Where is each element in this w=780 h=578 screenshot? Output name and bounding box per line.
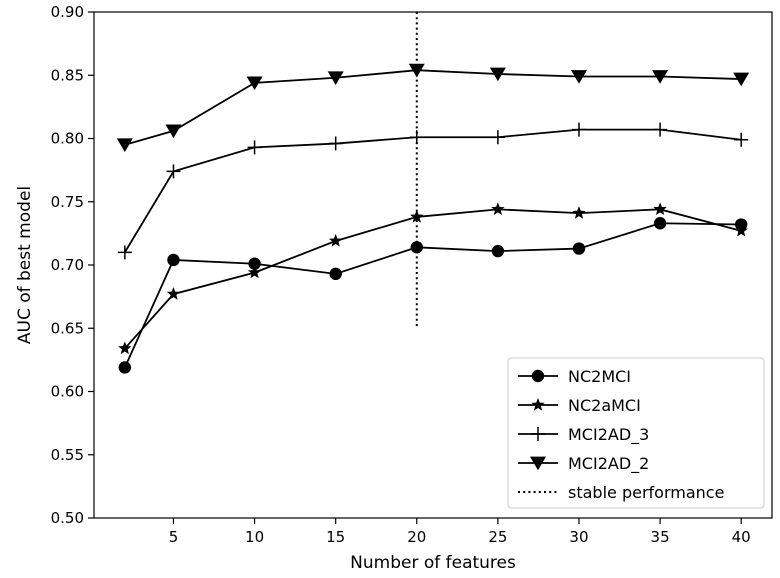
legend-marker [530,456,546,471]
data-point [247,265,262,279]
data-point [734,223,748,237]
series-line [124,128,742,253]
data-point [329,267,342,281]
y-tick-label: 0.60 [51,383,84,401]
data-point [328,136,343,151]
legend-label: MCI2AD_2 [568,454,649,474]
data-point [409,130,424,145]
series-line [124,208,742,350]
data-point [246,76,263,91]
legend-label: MCI2AD_3 [568,425,649,445]
data-point [571,122,586,137]
plot-content [116,12,750,374]
x-tick-label: 40 [732,528,751,546]
legend-item-mci2ad-2: MCI2AD_2 [518,454,649,474]
x-tick-label: 30 [569,528,588,546]
data-point [653,202,667,215]
y-tick-label: 0.55 [51,446,84,464]
y-tick-label: 0.85 [51,66,84,84]
y-tick-label: 0.80 [51,130,84,148]
series-mci2ad-2 [116,63,750,153]
data-point [572,206,586,219]
legend-label: NC2aMCI [568,396,641,415]
legend-item-mci2ad-3: MCI2AD_3 [518,425,649,445]
x-tick-label: 35 [651,528,670,546]
legend-label: stable performance [568,483,724,502]
data-point [733,72,750,87]
series-mci2ad-3 [117,122,749,260]
data-point [653,217,667,230]
y-axis-ticks: 0.50 0.55 0.60 0.65 0.70 0.75 0.80 0.85 0.90 [51,3,94,527]
y-tick-label: 0.65 [51,319,84,337]
data-point [116,138,133,153]
y-tick-label: 0.50 [51,509,84,527]
x-axis-label: Number of features [350,553,516,573]
x-tick-label: 15 [326,528,345,546]
x-tick-label: 10 [245,528,264,546]
series-line [124,222,742,368]
data-point [410,241,423,254]
data-point [165,124,182,139]
data-point [408,63,425,78]
legend-marker [531,427,545,441]
x-tick-label: 20 [407,528,426,546]
series-nc2amci [118,202,748,355]
y-tick-label: 0.70 [51,256,84,274]
y-axis-label: AUC of best model [15,186,35,344]
data-point [489,67,506,82]
x-axis-ticks: 5 10 15 20 25 30 35 40 [169,518,751,546]
legend-item-stable-performance: stable performance [518,483,724,502]
legend-marker [531,369,545,383]
legend-item-nc2amci: NC2aMCI [518,396,641,415]
legend-label: NC2MCI [568,367,631,386]
legend-box [507,357,765,509]
data-point [327,71,344,85]
data-point [570,70,587,84]
data-point [118,361,132,374]
series-nc2mci [118,217,748,374]
y-tick-label: 0.90 [51,3,84,21]
data-point [572,242,586,255]
x-tick-label: 25 [488,528,507,546]
data-point [653,122,668,137]
data-point [247,140,262,155]
series-line [124,69,742,146]
data-point [166,287,181,300]
data-point [117,245,132,260]
data-point [166,164,181,179]
y-tick-label: 0.75 [51,193,84,211]
legend-marker [531,398,545,411]
data-point [491,202,505,215]
data-point [491,244,505,258]
x-tick-label: 5 [169,528,179,546]
data-point [734,132,749,147]
data-point [167,253,180,267]
data-point [248,257,261,270]
data-point [118,341,132,355]
data-point [329,233,343,247]
data-point [410,209,424,223]
legend-item-nc2mci: NC2MCI [518,367,631,386]
data-point [490,130,505,145]
data-point [652,70,669,84]
